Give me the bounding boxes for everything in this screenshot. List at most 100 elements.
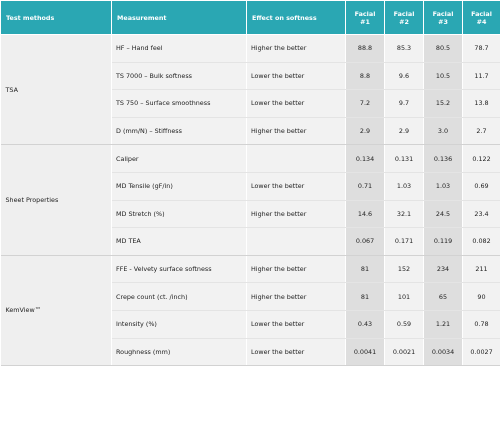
measurement-cell: Roughness (mm) (111, 338, 247, 367)
value-cell: 0.136 (423, 144, 463, 173)
value-cell: 3.0 (423, 117, 463, 146)
value-cell: 24.5 (423, 200, 463, 229)
header-row: Test methods Measurement Effect on softn… (0, 0, 500, 35)
table-row: MD TEA 0.067 0.171 0.119 0.082 (1, 227, 500, 256)
value-cell: 0.067 (345, 227, 385, 256)
measurement-cell: MD TEA (111, 227, 247, 256)
value-cell: 85.3 (384, 34, 424, 63)
effect-cell: Lower the better (246, 89, 346, 118)
value-cell: 80.5 (423, 34, 463, 63)
measurement-cell: Intensity (%) (111, 310, 247, 339)
value-cell: 15.2 (423, 89, 463, 118)
effect-cell: Higher the better (246, 34, 346, 63)
group-label: TSA (0, 34, 112, 146)
value-cell: 81 (345, 255, 385, 284)
value-cell: 2.9 (384, 117, 424, 146)
value-cell: 0.131 (384, 144, 424, 173)
effect-cell: Lower the better (246, 172, 346, 201)
group-label: KemView™ (0, 255, 112, 367)
value-cell: 1.03 (423, 172, 463, 201)
effect-cell: Higher the better (246, 117, 346, 146)
value-cell: 0.43 (345, 310, 385, 339)
measurement-cell: D (mm/N) – Stiffness (111, 117, 247, 146)
value-cell: 81 (345, 282, 385, 311)
header-measurement: Measurement (111, 0, 247, 35)
measurement-cell: HF – Hand feel (111, 34, 247, 63)
value-cell: 32.1 (384, 200, 424, 229)
table-row: MD Tensile (gF/in) Lower the better 0.71… (1, 172, 500, 201)
table-row: TS 750 – Surface smoothness Lower the be… (1, 89, 500, 118)
value-cell: 9.7 (384, 89, 424, 118)
table-row: D (mm/N) – Stiffness Higher the better 2… (1, 117, 500, 146)
header-effect: Effect on softness (246, 0, 346, 35)
effect-cell (246, 227, 346, 256)
header-facial-label: Facial (471, 9, 492, 18)
value-cell: 101 (384, 282, 424, 311)
header-test-methods: Test methods (0, 0, 112, 35)
value-cell: 234 (423, 255, 463, 284)
header-facial-1: Facial #1 (345, 0, 385, 35)
effect-cell: Lower the better (246, 310, 346, 339)
measurement-cell: MD Tensile (gF/in) (111, 172, 247, 201)
table-row: Roughness (mm) Lower the better 0.0041 0… (1, 338, 500, 367)
value-cell: 0.122 (462, 144, 500, 173)
value-cell: 0.71 (345, 172, 385, 201)
value-cell: 0.69 (462, 172, 500, 201)
value-cell: 13.8 (462, 89, 500, 118)
softness-table: Test methods Measurement Effect on softn… (0, 0, 500, 367)
value-cell: 2.7 (462, 117, 500, 146)
value-cell: 7.2 (345, 89, 385, 118)
value-cell: 0.0041 (345, 338, 385, 367)
table-row: TS 7000 – Bulk softness Lower the better… (1, 62, 500, 91)
effect-cell: Higher the better (246, 282, 346, 311)
value-cell: 0.134 (345, 144, 385, 173)
value-cell: 0.59 (384, 310, 424, 339)
effect-cell: Higher the better (246, 200, 346, 229)
effect-cell: Lower the better (246, 62, 346, 91)
header-facial-label: Facial (432, 9, 454, 18)
value-cell: 0.082 (462, 227, 500, 256)
header-facial-3: Facial #3 (423, 0, 463, 35)
measurement-cell: TS 7000 – Bulk softness (111, 62, 247, 91)
value-cell: 23.4 (462, 200, 500, 229)
value-cell: 14.6 (345, 200, 385, 229)
header-facial-number: #3 (438, 17, 448, 26)
header-facial-2: Facial #2 (384, 0, 424, 35)
value-cell: 0.119 (423, 227, 463, 256)
value-cell: 0.171 (384, 227, 424, 256)
value-cell: 78.7 (462, 34, 500, 63)
measurement-cell: Caliper (111, 144, 247, 173)
table-row: Intensity (%) Lower the better 0.43 0.59… (1, 310, 500, 339)
measurement-cell: TS 750 – Surface smoothness (111, 89, 247, 118)
value-cell: 88.8 (345, 34, 385, 63)
effect-cell: Higher the better (246, 255, 346, 284)
header-facial-number: #2 (399, 17, 409, 26)
value-cell: 2.9 (345, 117, 385, 146)
header-facial-number: #1 (360, 17, 370, 26)
value-cell: 90 (462, 282, 500, 311)
value-cell: 0.0034 (423, 338, 463, 367)
effect-cell (246, 144, 346, 173)
table-row: Crepe count (ct. /inch) Higher the bette… (1, 282, 500, 311)
value-cell: 211 (462, 255, 500, 284)
value-cell: 0.0027 (462, 338, 500, 367)
value-cell: 11.7 (462, 62, 500, 91)
value-cell: 1.03 (384, 172, 424, 201)
measurement-cell: MD Stretch (%) (111, 200, 247, 229)
value-cell: 0.0021 (384, 338, 424, 367)
header-facial-label: Facial (393, 9, 415, 18)
table-body: TSA HF – Hand feel Higher the better 88.… (0, 34, 500, 367)
value-cell: 0.78 (462, 310, 500, 339)
measurement-cell: FFE - Velvety surface softness (111, 255, 247, 284)
header-facial-number: #4 (476, 17, 487, 26)
value-cell: 152 (384, 255, 424, 284)
measurement-cell: Crepe count (ct. /inch) (111, 282, 247, 311)
table-row: MD Stretch (%) Higher the better 14.6 32… (1, 200, 500, 229)
table-row: KemView™ FFE - Velvety surface softness … (0, 255, 500, 367)
table-row: Sheet Properties Caliper 0.134 0.131 0.1… (0, 144, 500, 256)
value-cell: 8.8 (345, 62, 385, 91)
value-cell: 1.21 (423, 310, 463, 339)
table-row: TSA HF – Hand feel Higher the better 88.… (0, 34, 500, 146)
value-cell: 65 (423, 282, 463, 311)
effect-cell: Lower the better (246, 338, 346, 367)
